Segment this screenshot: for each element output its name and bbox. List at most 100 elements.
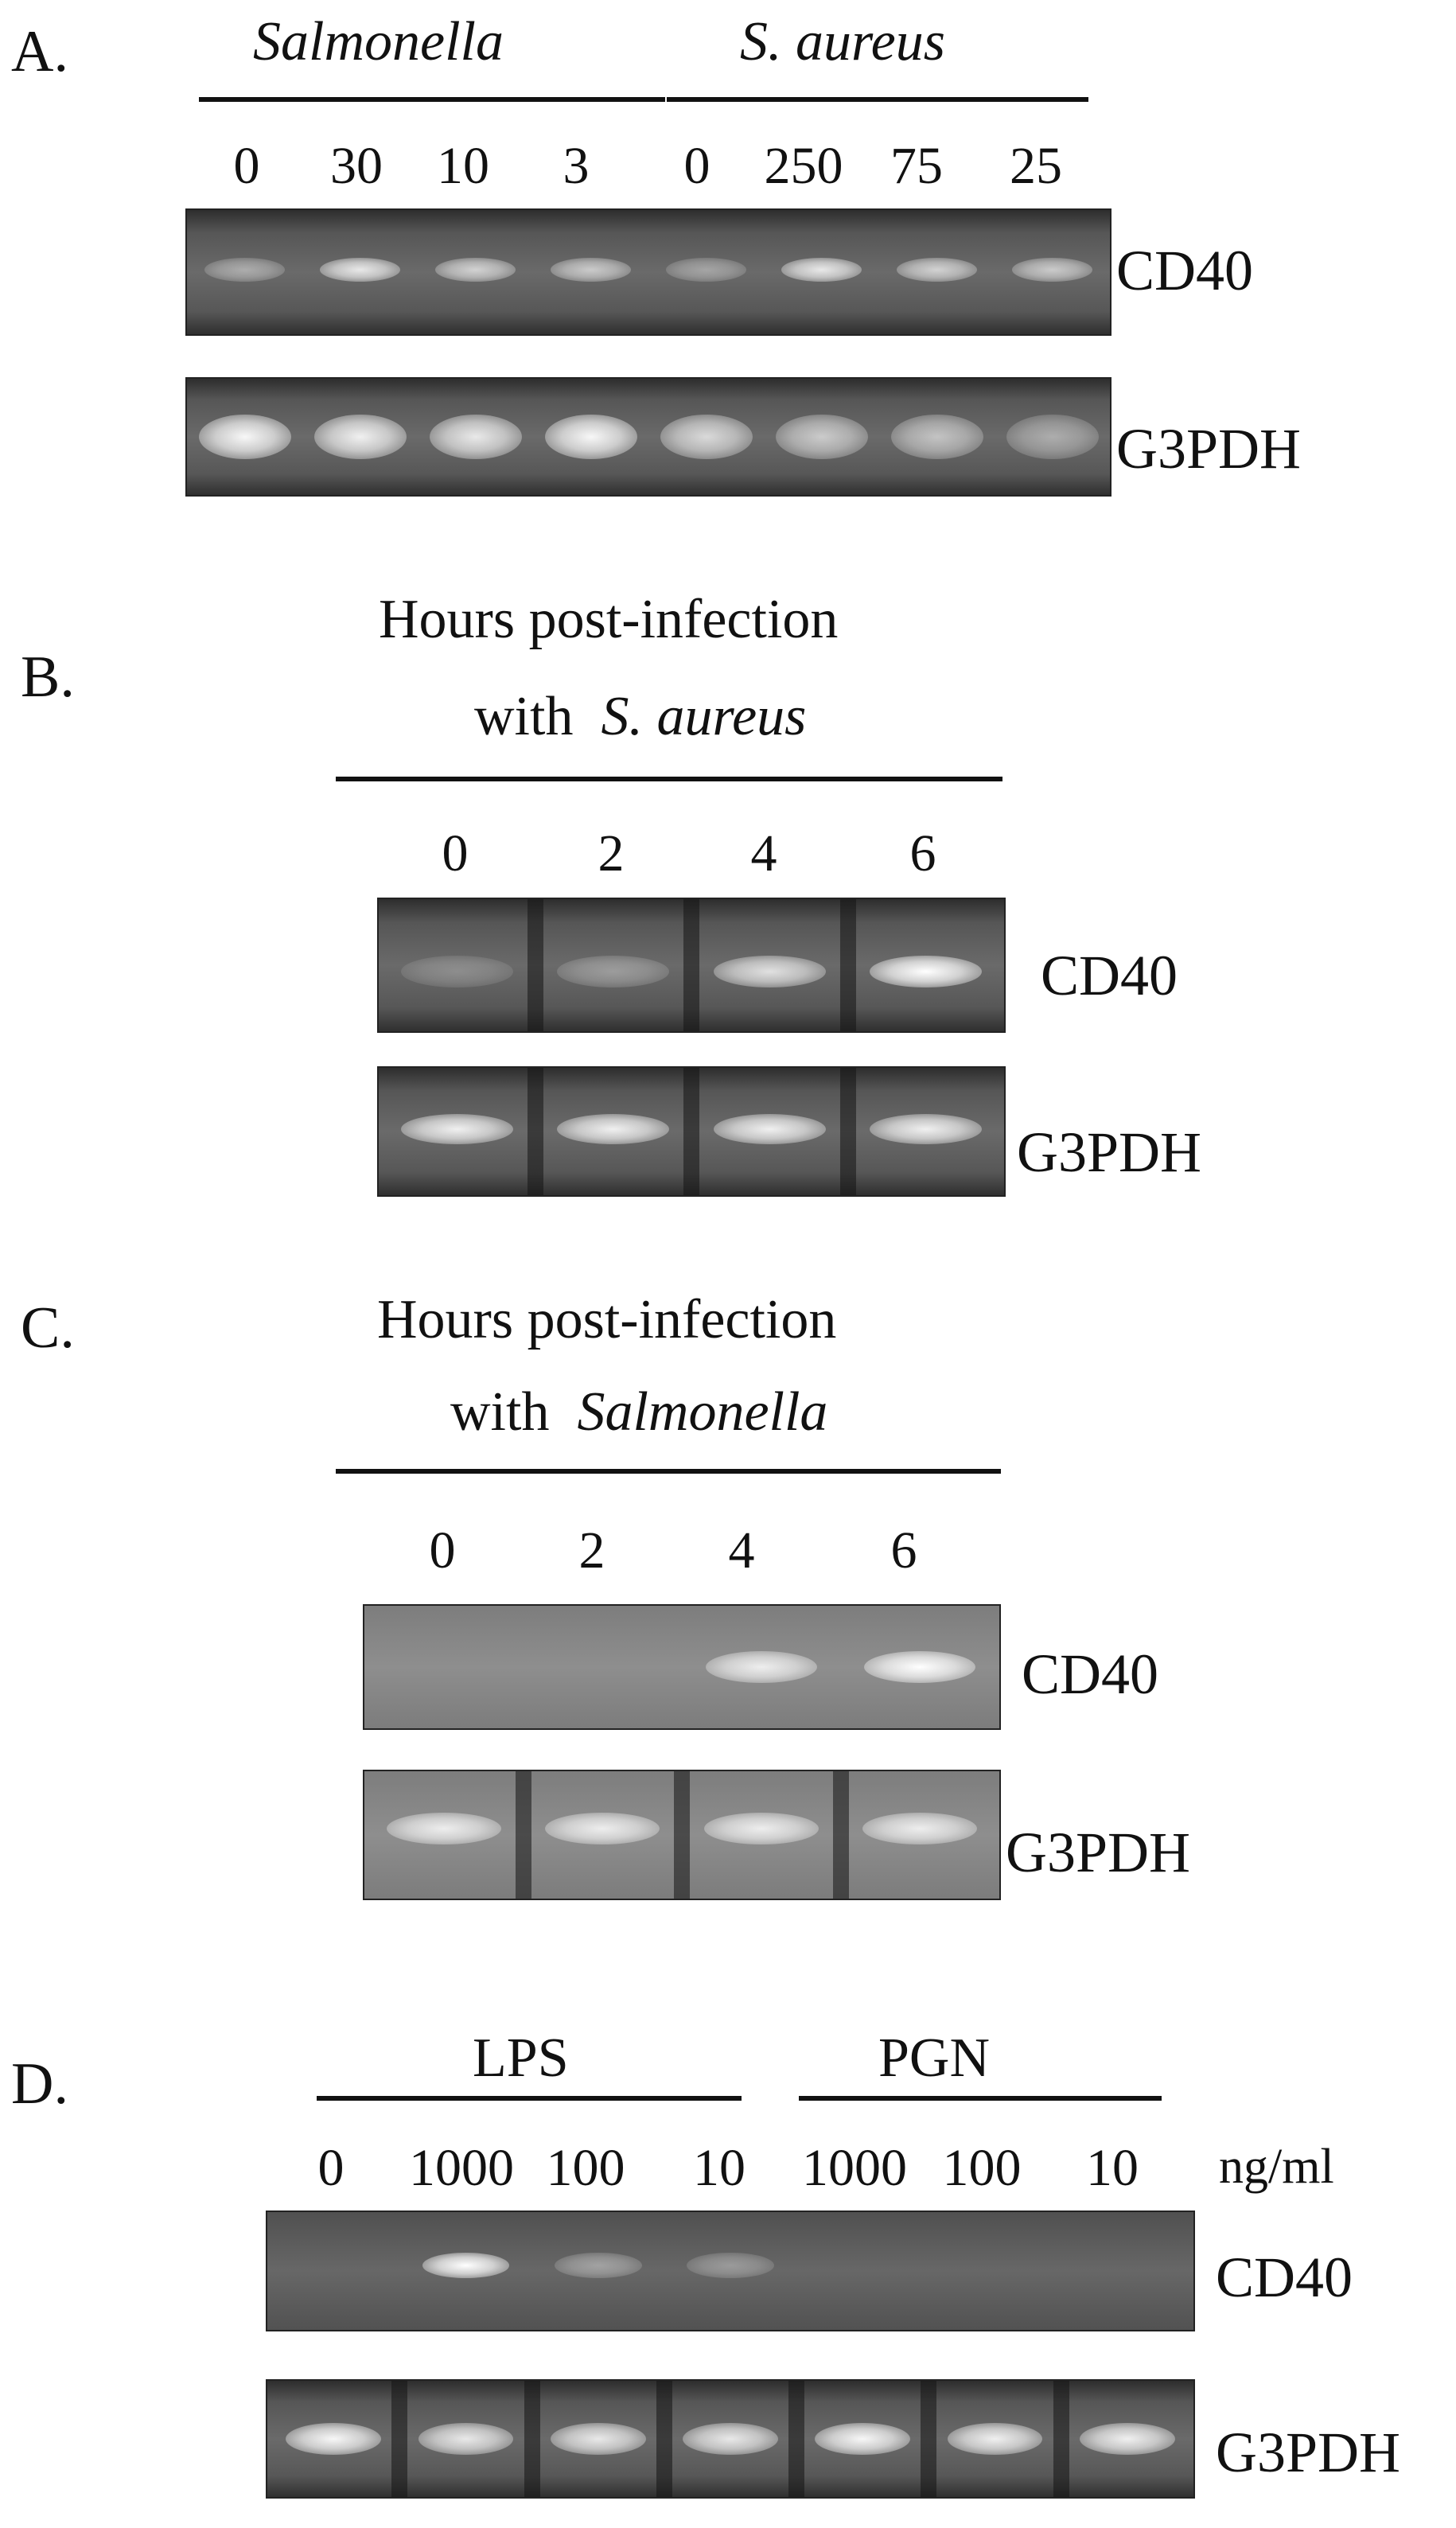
panel-a-lane-8-label: 25 bbox=[1010, 137, 1062, 195]
gel-D1-band-3 bbox=[554, 2252, 642, 2278]
panel-a-lane-6-label: 250 bbox=[764, 137, 843, 195]
panel-d-group-pgn: PGN bbox=[878, 2027, 991, 2089]
panel-b-title-line1: Hours post-infection bbox=[379, 589, 839, 650]
lane-separator bbox=[921, 2381, 937, 2497]
panel-d-lane-3-label: 100 bbox=[546, 2139, 625, 2197]
panel-b-cd40-gel bbox=[377, 898, 1006, 1033]
panel-d-pgn-rule bbox=[799, 2096, 1162, 2101]
gel-C2-band-4 bbox=[862, 1813, 978, 1844]
panel-c-title-line1: Hours post-infection bbox=[377, 1289, 837, 1350]
panel-c-cd40-gel bbox=[363, 1604, 1001, 1730]
gel-D2-band-5 bbox=[815, 2423, 911, 2455]
gel-A1-band-6 bbox=[781, 257, 862, 282]
panel-c-label: C. bbox=[21, 1295, 75, 1361]
gel-C1-band-3 bbox=[705, 1651, 817, 1683]
panel-b-lane-1-label: 0 bbox=[442, 824, 469, 882]
lane-separator bbox=[832, 1771, 849, 1899]
lane-separator bbox=[683, 899, 699, 1031]
panel-d-unit: ng/ml bbox=[1219, 2140, 1334, 2194]
gel-D1-band-2 bbox=[422, 2252, 510, 2278]
panel-a-saureus-rule bbox=[667, 97, 1088, 102]
panel-a-g3pdh-gel bbox=[185, 377, 1111, 497]
gel-D2-band-2 bbox=[418, 2423, 514, 2455]
lane-separator bbox=[391, 2381, 408, 2497]
panel-d-label: D. bbox=[11, 2051, 68, 2117]
gel-B2-band-1 bbox=[400, 1113, 513, 1144]
panel-c-lane-4-label: 6 bbox=[890, 1521, 917, 1580]
panel-a-lane-4-label: 3 bbox=[563, 137, 590, 195]
lane-separator bbox=[656, 2381, 672, 2497]
panel-d-lane-2-label: 1000 bbox=[409, 2139, 514, 2197]
gel-C2-band-3 bbox=[703, 1813, 819, 1844]
gel-A2-band-8 bbox=[1006, 415, 1099, 459]
gel-A1-band-2 bbox=[319, 257, 401, 282]
gel-D2-band-6 bbox=[947, 2423, 1043, 2455]
panel-a-cd40-label: CD40 bbox=[1116, 239, 1254, 302]
panel-a-lane-7-label: 75 bbox=[890, 137, 943, 195]
panel-d-lps-rule bbox=[317, 2096, 742, 2101]
lane-separator bbox=[788, 2381, 805, 2497]
lane-separator bbox=[674, 1771, 690, 1899]
panel-b-lane-3-label: 4 bbox=[750, 824, 777, 882]
panel-b-lane-2-label: 2 bbox=[598, 824, 625, 882]
gel-A2-band-6 bbox=[775, 415, 868, 459]
panel-d-g3pdh-label: G3PDH bbox=[1216, 2421, 1401, 2484]
panel-c-g3pdh-gel bbox=[363, 1770, 1001, 1900]
panel-d-cd40-gel bbox=[266, 2211, 1195, 2331]
gel-A2-band-3 bbox=[429, 415, 522, 459]
gel-A2-band-1 bbox=[198, 415, 291, 459]
panel-d-cd40-label: CD40 bbox=[1216, 2246, 1353, 2309]
panel-c-rule bbox=[336, 1469, 1001, 1474]
panel-d-lane-7-label: 10 bbox=[1086, 2139, 1139, 2197]
gel-A2-band-2 bbox=[313, 415, 407, 459]
lane-separator bbox=[527, 899, 543, 1031]
gel-B2-band-3 bbox=[713, 1113, 826, 1144]
lane-separator bbox=[527, 1068, 543, 1195]
gel-C2-band-1 bbox=[386, 1813, 501, 1844]
gel-A2-band-7 bbox=[890, 415, 983, 459]
panel-c-lane-3-label: 4 bbox=[728, 1521, 755, 1580]
gel-D2-band-4 bbox=[683, 2423, 778, 2455]
panel-b-g3pdh-label: G3PDH bbox=[1017, 1120, 1202, 1184]
gel-A1-band-8 bbox=[1011, 257, 1093, 282]
lane-separator bbox=[524, 2381, 540, 2497]
lane-separator bbox=[1053, 2381, 1069, 2497]
gel-A1-band-5 bbox=[665, 257, 747, 282]
gel-A1-band-1 bbox=[204, 257, 286, 282]
gel-B1-band-4 bbox=[870, 956, 983, 988]
gel-B2-band-2 bbox=[557, 1113, 670, 1144]
gel-B1-band-3 bbox=[713, 956, 826, 988]
panel-d-group-lps: LPS bbox=[473, 2027, 569, 2089]
gel-B1-band-2 bbox=[557, 956, 670, 988]
lane-separator bbox=[683, 1068, 699, 1195]
panel-a-label: A. bbox=[11, 19, 68, 84]
gel-B2-band-4 bbox=[870, 1113, 983, 1144]
panel-b-lane-4-label: 6 bbox=[909, 824, 936, 882]
panel-a-cd40-gel bbox=[185, 208, 1111, 336]
panel-a-lane-1-label: 0 bbox=[233, 137, 260, 195]
panel-d-g3pdh-gel bbox=[266, 2379, 1195, 2499]
panel-c-lane-2-label: 2 bbox=[578, 1521, 605, 1580]
gel-D2-band-1 bbox=[286, 2423, 381, 2455]
gel-D1-band-4 bbox=[687, 2252, 774, 2278]
panel-b-g3pdh-gel bbox=[377, 1066, 1006, 1197]
gel-A1-band-3 bbox=[434, 257, 516, 282]
panel-b-title-line2: with S. aureus bbox=[474, 686, 807, 747]
panel-b-rule bbox=[336, 777, 1002, 781]
panel-c-lane-1-label: 0 bbox=[429, 1521, 456, 1580]
lane-separator bbox=[839, 899, 856, 1031]
panel-d-lane-5-label: 1000 bbox=[802, 2139, 907, 2197]
panel-c-title-line2: with Salmonella bbox=[450, 1381, 828, 1443]
lane-separator bbox=[839, 1068, 856, 1195]
panel-a-lane-2-label: 30 bbox=[330, 137, 383, 195]
gel-C1-band-4 bbox=[864, 1651, 976, 1683]
gel-A1-band-4 bbox=[550, 257, 632, 282]
panel-a-lane-5-label: 0 bbox=[683, 137, 710, 195]
gel-C2-band-2 bbox=[545, 1813, 660, 1844]
panel-b-cd40-label: CD40 bbox=[1041, 944, 1178, 1007]
panel-c-cd40-label: CD40 bbox=[1022, 1642, 1159, 1706]
panel-a-group-salmonella: Salmonella bbox=[253, 11, 504, 72]
panel-a-g3pdh-label: G3PDH bbox=[1116, 417, 1302, 481]
panel-d-lane-1-label: 0 bbox=[317, 2139, 345, 2197]
